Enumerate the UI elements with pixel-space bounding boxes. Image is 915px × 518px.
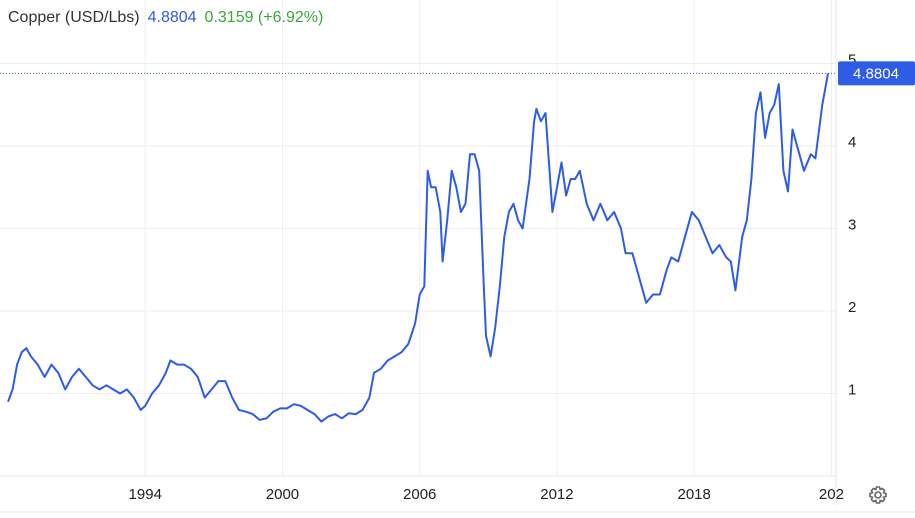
y-tick-label: 4	[848, 134, 856, 151]
price-tag: 4.8804	[853, 65, 899, 82]
price-line	[7, 73, 829, 423]
y-tick-label: 1	[848, 381, 856, 398]
price: 4.8804	[147, 9, 197, 26]
x-tick-label: 2012	[540, 486, 573, 503]
header: Copper (USD/Lbs) 4.8804 0.3159 (+6.92%)	[8, 9, 331, 27]
y-tick-label: 2	[848, 299, 856, 316]
price-tag-bg	[838, 61, 915, 86]
x-tick-label: 2000	[266, 486, 299, 503]
x-tick-label: 2006	[403, 486, 436, 503]
title: Copper (USD/Lbs)	[8, 9, 140, 26]
change: 0.3159 (+6.92%)	[204, 9, 324, 26]
x-tick-label: 1994	[129, 486, 162, 503]
y-tick-label: 5	[848, 51, 856, 68]
x-tick-label: 202	[819, 486, 844, 503]
settings-icon[interactable]	[869, 486, 887, 504]
y-tick-label: 3	[848, 216, 856, 233]
x-tick-label: 2018	[678, 486, 711, 503]
